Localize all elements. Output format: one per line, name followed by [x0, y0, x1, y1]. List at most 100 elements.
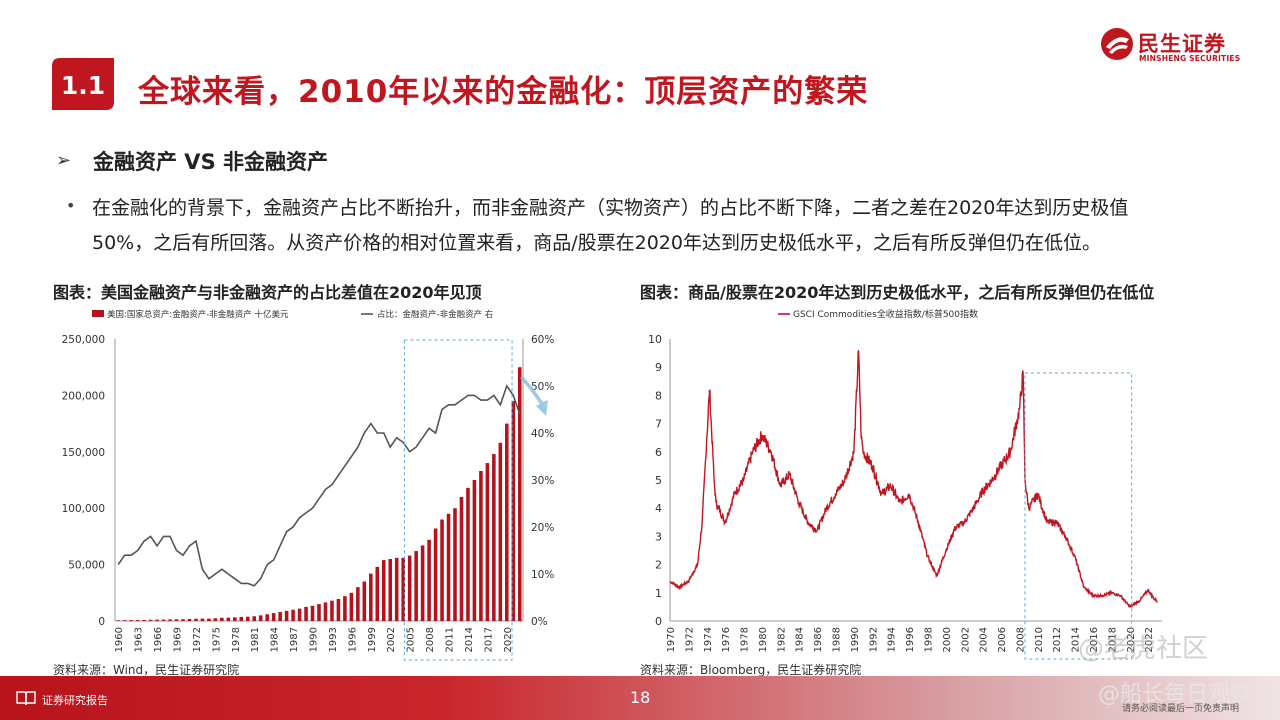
bar-2005: [407, 555, 412, 621]
left-tick-label: 100,000: [62, 503, 105, 515]
x-tick-label: 2016: [1089, 627, 1100, 652]
bar-2017: [485, 463, 490, 621]
chart2-title: 图表：商品/股票在2020年达到历史极低水平，之后有所反弹但仍在低位: [640, 283, 1155, 302]
bar-1969: [174, 619, 179, 621]
legend-bar-swatch: [92, 310, 104, 317]
bar-1990: [310, 605, 315, 621]
bar-1985: [278, 611, 282, 621]
x-tick-label: 2004: [979, 627, 990, 652]
bar-1964: [142, 619, 146, 621]
watermark-tiger: @老虎社区: [1078, 634, 1209, 664]
x-tick-label: 1974: [703, 627, 714, 652]
bar-1960: [116, 620, 121, 621]
right-tick-label: 60%: [531, 334, 554, 346]
bar-1984: [271, 613, 276, 621]
footer-bar: [0, 676, 1280, 720]
x-tick-label: 2017: [483, 627, 494, 652]
x-tick-label: 2012: [1052, 627, 1063, 652]
x-tick-label: 1990: [309, 627, 320, 652]
y-tick-label: 8: [655, 389, 662, 402]
bar-1997: [356, 587, 360, 621]
bar-1963: [135, 619, 140, 621]
x-tick-label: 2008: [425, 627, 436, 652]
bar-1975: [213, 618, 218, 621]
bar-1978: [233, 617, 237, 621]
bar-1993: [330, 600, 334, 621]
x-tick-label: 1972: [192, 627, 203, 652]
x-tick-label: 1984: [795, 627, 806, 652]
bar-2022: [517, 367, 522, 621]
bar-1981: [252, 616, 257, 621]
x-tick-label: 2018: [1107, 627, 1118, 652]
bar-2008: [427, 539, 431, 621]
logo-name-cn: 民生证券: [1138, 32, 1226, 56]
bar-1966: [155, 619, 159, 621]
bar-1974: [207, 618, 211, 621]
chart2-ratio-line: [669, 350, 1158, 608]
x-tick-label: 2000: [942, 627, 953, 652]
legend-bar-label: 美国:国家总资产:金融资产-非金融资产 十亿美元: [107, 309, 289, 320]
bar-1991: [317, 604, 321, 621]
bar-1989: [304, 606, 308, 621]
right-tick-label: 0%: [531, 616, 548, 628]
y-tick-label: 10: [648, 333, 662, 346]
footer-label: 证券研究报告: [42, 694, 108, 707]
bar-1998: [362, 581, 367, 621]
y-tick-label: 3: [655, 530, 662, 543]
x-tick-label: 1978: [231, 627, 242, 652]
x-tick-label: 2020: [503, 627, 514, 652]
chart2-highlight-box: [1024, 372, 1133, 660]
bar-2015: [472, 480, 477, 621]
x-tick-label: 1963: [134, 627, 145, 652]
x-tick-label: 1970: [666, 627, 677, 652]
x-tick-label: 2014: [1071, 627, 1082, 652]
bar-1994: [336, 599, 341, 621]
legend-line-label: GSCI Commodities全收益指数/标普500指数: [793, 308, 978, 320]
chart1-highlight-box: [403, 339, 513, 661]
body-text-line-1: 在金融化的背景下，金融资产占比不断抬升，而非金融资产（实物资产）的占比不断下降，…: [92, 197, 1129, 219]
legend-line-label: 占比：金融资产-非金融资产 右: [377, 309, 493, 320]
bar-1986: [284, 610, 289, 621]
x-tick-label: 1980: [758, 627, 769, 652]
section-badge: 1.1: [52, 58, 114, 110]
bar-1965: [148, 619, 153, 621]
bar-1976: [220, 617, 224, 621]
x-tick-label: 1996: [905, 627, 916, 652]
bar-1970: [181, 619, 185, 621]
section-number: 1.1: [61, 71, 105, 100]
logo-name-en: MINSHENG SECURITIES: [1139, 54, 1241, 63]
x-tick-label: 2014: [464, 627, 475, 652]
chart1: 美国:国家总资产:金融资产-非金融资产 十亿美元 占比：金融资产-非金融资产 右…: [62, 309, 554, 661]
subheading: 金融资产 VS 非金融资产: [93, 150, 328, 174]
bar-2009: [433, 528, 438, 621]
minsheng-logo-icon: [1101, 28, 1133, 60]
x-tick-label: 2006: [997, 627, 1008, 652]
y-tick-label: 0: [655, 615, 662, 628]
x-tick-label: 1996: [347, 627, 358, 652]
left-tick-label: 200,000: [62, 390, 105, 402]
bar-2018: [492, 454, 496, 621]
y-tick-label: 1: [655, 587, 662, 600]
x-tick-label: 1981: [250, 627, 261, 652]
y-tick-label: 7: [655, 418, 662, 431]
bullet-dot-icon: •: [66, 196, 76, 215]
bar-2012: [453, 508, 457, 621]
x-tick-label: 1986: [813, 627, 824, 652]
y-tick-label: 4: [655, 502, 662, 515]
slide-title: 全球来看，2010年以来的金融化：顶层资产的繁荣: [138, 74, 869, 110]
chart1-source: 资料来源：Wind，民生证券研究院: [53, 663, 240, 677]
bar-2011: [446, 513, 451, 621]
x-tick-label: 1969: [173, 627, 184, 652]
y-tick-label: 9: [655, 361, 662, 374]
bar-2007: [420, 545, 425, 621]
left-tick-label: 150,000: [62, 447, 105, 459]
x-tick-label: 1966: [153, 627, 164, 652]
page-number: 18: [630, 688, 651, 707]
chart2: GSCI Commodities全收益指数/标普500指数 1098765432…: [648, 308, 1162, 660]
x-tick-label: 2002: [386, 627, 397, 652]
bar-2004: [401, 557, 405, 621]
chart1-title: 图表：美国金融资产与非金融资产的占比差值在2020年见顶: [53, 283, 482, 302]
bar-1979: [239, 616, 244, 621]
bar-2016: [479, 470, 483, 621]
x-tick-label: 1993: [328, 627, 339, 652]
